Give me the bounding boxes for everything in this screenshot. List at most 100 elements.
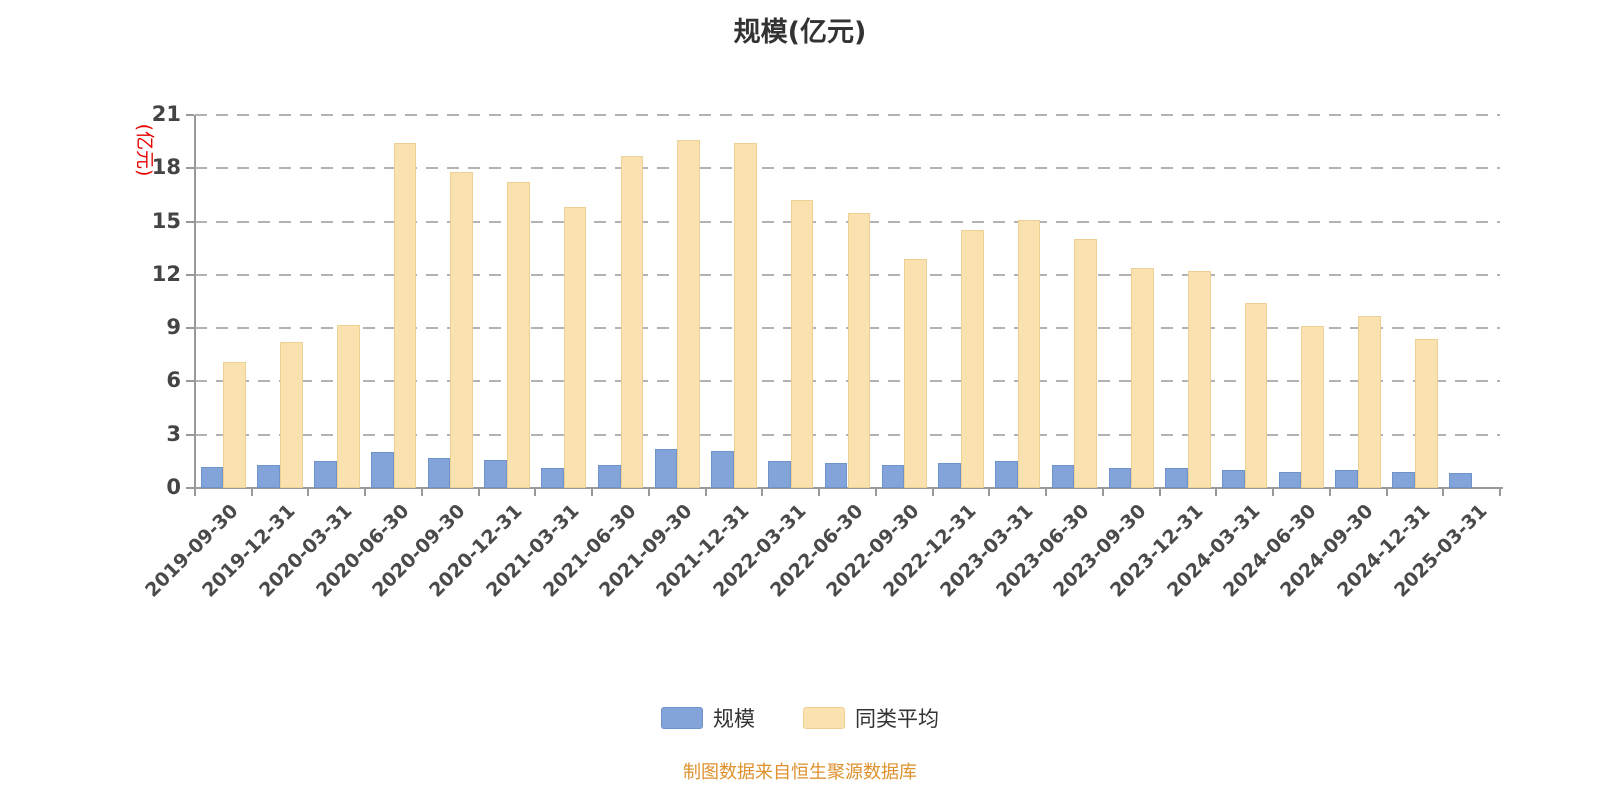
bar-同类平均-2019-12-31 xyxy=(280,342,303,488)
bar-同类平均-2024-12-31 xyxy=(1414,338,1438,488)
x-axis-tick xyxy=(818,488,821,496)
bar-同类平均-2022-06-30 xyxy=(847,212,871,488)
bar-同类平均-2023-06-30 xyxy=(1074,239,1098,488)
bar-同类平均-2022-03-31 xyxy=(790,200,814,488)
bar-规模-2021-03-31 xyxy=(541,468,564,488)
x-axis-tick xyxy=(988,488,991,496)
bar-同类平均-2021-06-30 xyxy=(620,155,644,488)
x-axis-tick xyxy=(591,488,594,496)
x-axis-tick xyxy=(1101,488,1104,496)
legend: 规模 同类平均 xyxy=(0,703,1600,733)
legend-item-scale[interactable]: 规模 xyxy=(661,703,755,733)
y-axis-tick-label: 15 xyxy=(151,208,181,233)
x-axis-tick xyxy=(647,488,650,496)
y-axis-tick-label: 0 xyxy=(166,475,181,499)
x-axis-tick xyxy=(1158,488,1161,496)
x-axis-tick xyxy=(364,488,367,496)
x-axis-tick xyxy=(250,488,253,496)
bar-同类平均-2023-12-31 xyxy=(1187,271,1211,488)
y-axis-tick xyxy=(186,167,194,170)
bar-规模-2024-06-30 xyxy=(1278,472,1302,488)
y-axis-tick xyxy=(186,114,194,116)
y-axis-tick xyxy=(186,327,194,330)
y-axis-line xyxy=(194,115,196,489)
x-axis-tick xyxy=(874,488,877,496)
y-axis-tick-label: 6 xyxy=(166,368,181,393)
x-axis-tick xyxy=(931,488,934,496)
bar-规模-2023-06-30 xyxy=(1051,464,1075,488)
bar-同类平均-2021-12-31 xyxy=(734,143,757,488)
bar-同类平均-2024-03-31 xyxy=(1244,303,1268,488)
bar-规模-2020-03-31 xyxy=(314,461,337,488)
bar-同类平均-2021-09-30 xyxy=(677,139,700,488)
bar-同类平均-2020-06-30 xyxy=(393,143,417,488)
bar-规模-2023-12-31 xyxy=(1165,468,1188,488)
bar-规模-2025-03-31 xyxy=(1448,472,1472,488)
y-axis-tick-label: 9 xyxy=(166,315,181,340)
bar-规模-2022-09-30 xyxy=(881,464,905,488)
x-axis-tick xyxy=(420,488,423,496)
bar-规模-2023-03-31 xyxy=(995,461,1018,488)
y-axis-tick-label: 12 xyxy=(151,261,181,286)
y-axis-tick xyxy=(186,273,194,276)
x-axis-line xyxy=(194,487,1503,489)
bar-同类平均-2019-09-30 xyxy=(223,361,247,488)
bar-同类平均-2024-09-30 xyxy=(1358,315,1381,488)
gridline-18 xyxy=(195,167,1500,170)
bar-规模-2023-09-30 xyxy=(1108,468,1132,488)
x-axis-tick xyxy=(1215,488,1218,496)
x-axis-tick xyxy=(704,488,707,496)
chart-title: 规模(亿元) xyxy=(733,17,867,48)
legend-label-peer-average: 同类平均 xyxy=(855,707,939,731)
bar-规模-2020-06-30 xyxy=(370,452,394,488)
y-axis-tick xyxy=(186,487,194,489)
gridline-21 xyxy=(195,114,1500,116)
x-axis-tick xyxy=(1442,488,1445,496)
x-axis-tick xyxy=(477,488,480,496)
legend-swatch-peer-average xyxy=(803,707,845,729)
x-axis-tick xyxy=(534,488,537,496)
bar-同类平均-2020-09-30 xyxy=(450,171,473,488)
bar-同类平均-2021-03-31 xyxy=(563,207,587,488)
y-axis-tick xyxy=(186,433,194,436)
y-axis-tick-label: 18 xyxy=(151,155,181,180)
bar-同类平均-2022-12-31 xyxy=(960,230,984,488)
x-axis-tick xyxy=(761,488,764,496)
data-source-note: 制图数据来自恒生聚源数据库 xyxy=(683,762,917,783)
bar-规模-2021-12-31 xyxy=(711,450,734,488)
x-axis-tick xyxy=(1385,488,1388,496)
bar-规模-2021-06-30 xyxy=(597,464,621,488)
y-axis-tick xyxy=(186,220,194,223)
bar-规模-2019-09-30 xyxy=(200,466,224,488)
bar-规模-2022-12-31 xyxy=(938,463,961,488)
bar-规模-2024-09-30 xyxy=(1335,470,1359,488)
bar-同类平均-2024-06-30 xyxy=(1301,326,1325,488)
bar-同类平均-2022-09-30 xyxy=(904,258,927,488)
x-axis-tick xyxy=(1045,488,1048,496)
bar-规模-2020-12-31 xyxy=(484,459,508,488)
legend-swatch-scale xyxy=(661,707,703,729)
bar-规模-2024-12-31 xyxy=(1392,472,1415,488)
legend-item-peer-average[interactable]: 同类平均 xyxy=(803,703,939,733)
bar-同类平均-2020-12-31 xyxy=(507,182,530,488)
bar-规模-2020-09-30 xyxy=(427,457,451,488)
bar-规模-2022-03-31 xyxy=(768,461,791,488)
bar-规模-2019-12-31 xyxy=(257,464,281,488)
bar-同类平均-2023-09-30 xyxy=(1131,267,1154,488)
x-axis-tick xyxy=(1272,488,1275,496)
y-axis-tick xyxy=(186,380,194,383)
y-axis-tick-label: 3 xyxy=(166,421,181,446)
x-axis-tick xyxy=(1328,488,1331,496)
bar-同类平均-2020-03-31 xyxy=(336,324,360,488)
bar-规模-2022-06-30 xyxy=(824,463,848,488)
bar-同类平均-2023-03-31 xyxy=(1017,219,1041,488)
x-axis-tick xyxy=(307,488,310,496)
bar-规模-2024-03-31 xyxy=(1221,470,1245,488)
y-axis-tick-label: 21 xyxy=(151,102,181,126)
legend-label-scale: 规模 xyxy=(713,707,755,731)
bar-规模-2021-09-30 xyxy=(654,448,678,488)
x-axis-tick xyxy=(194,488,196,496)
x-axis-tick xyxy=(1499,488,1501,496)
